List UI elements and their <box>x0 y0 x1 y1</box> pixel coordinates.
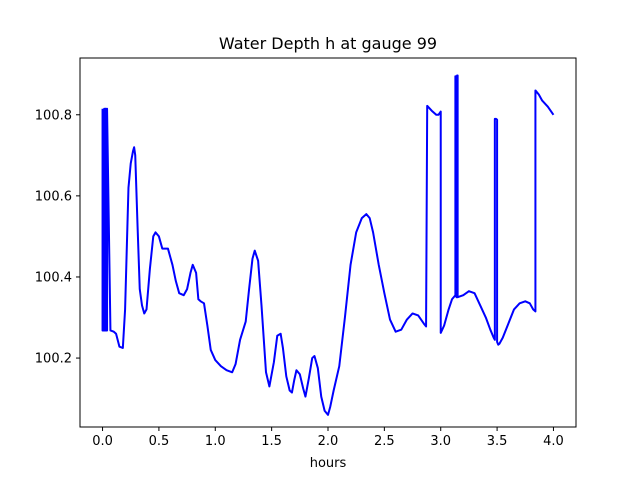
x-tick-label: 1.5 <box>261 434 282 449</box>
x-tick-label: 2.0 <box>318 434 339 449</box>
y-tick-label: 100.8 <box>35 108 72 123</box>
x-tick-label: 0.5 <box>149 434 170 449</box>
x-tick-label: 1.0 <box>205 434 226 449</box>
x-tick-label: 0.0 <box>92 434 113 449</box>
y-tick-label: 100.6 <box>35 189 72 204</box>
series-line-1 <box>101 74 555 416</box>
x-tick-label: 4.0 <box>543 434 564 449</box>
x-axis-label: hours <box>310 456 347 471</box>
x-tick-label: 3.5 <box>487 434 508 449</box>
x-tick-label: 3.0 <box>430 434 451 449</box>
x-tick-label: 2.5 <box>374 434 395 449</box>
series-layer <box>101 74 555 416</box>
x-axis: 0.0 0.5 1.0 1.5 2.0 2.5 3.0 3.5 4.0 <box>92 427 564 449</box>
y-tick-label: 100.2 <box>35 352 72 367</box>
plot-area-background <box>80 58 576 427</box>
chart-title: Water Depth h at gauge 99 <box>219 34 437 53</box>
y-axis: 100.2 100.4 100.6 100.8 <box>35 108 80 367</box>
y-tick-label: 100.4 <box>35 270 72 285</box>
